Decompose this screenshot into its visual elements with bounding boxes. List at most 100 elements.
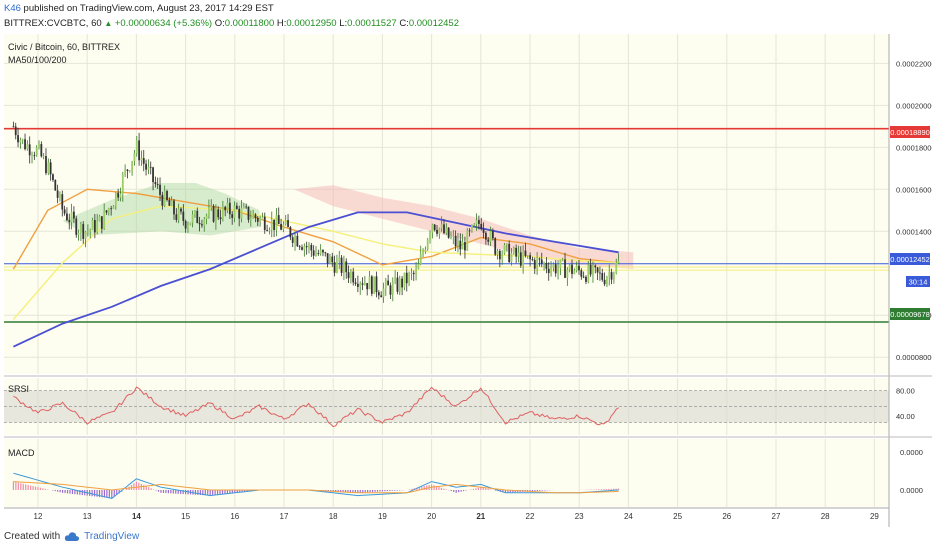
candle-body [536,258,538,269]
last-price-badge-text: 0.00012452 [890,255,930,264]
resistance-badge-text: 0.00018890 [890,128,930,137]
candle-body [219,217,222,220]
candle-body [505,243,508,245]
candle-body [438,228,441,234]
candle-body [615,263,618,273]
candle-body [296,235,299,247]
ma-legend: MA50/100/200 [8,55,67,65]
candle-body [38,144,40,148]
candle-body [142,158,145,164]
candle-body [19,139,22,143]
price-tick-label: 0.00014000 [896,227,932,236]
candle-body [284,220,287,225]
candle-body [468,230,471,232]
candle-body [161,194,164,206]
candle-body [440,224,443,229]
candle-body [24,139,26,150]
candle-body [433,224,436,230]
candle-body [361,283,364,285]
srsi-tick-label: 80.00 [896,387,915,396]
open-value: 0.00011800 [224,18,275,29]
candle-body [110,208,113,210]
author-link[interactable]: K46 [4,3,21,14]
candle-body [338,257,341,262]
candle-body [412,272,415,275]
candle-body [77,232,80,235]
candle-body [221,206,224,220]
candle-body [394,277,397,283]
candle-body [333,262,336,273]
countdown-badge-text: 30:14 [909,278,928,287]
candle-body [517,252,520,257]
candle-body [49,162,52,175]
candle-body [261,216,264,218]
candle-body [370,276,373,294]
candle-body [575,265,578,271]
candle-body [68,220,71,223]
candle-body [601,273,604,280]
candle-body [312,250,315,256]
tradingview-brand[interactable]: TradingView [84,531,140,542]
candle-body [587,264,590,282]
symbol-ohlc-line: BITTREX:CVCBTC, 60 ▲ +0.00000634 (+5.36%… [4,18,459,29]
candle-body [147,166,150,170]
candle-body [191,214,194,223]
candle-body [93,220,96,233]
candle-body [135,140,138,154]
candle-body [217,209,220,218]
time-tick-label: 12 [34,512,43,521]
candle-body [100,216,103,229]
candle-body [301,247,303,250]
candle-body [117,192,120,198]
candle-body [310,245,313,251]
candle-body [389,285,392,295]
candle-body [594,265,597,268]
candle-body [503,244,506,254]
candle-body [196,210,199,224]
candle-body [550,267,552,274]
horizontal-lines [4,127,889,323]
candle-body [452,235,455,237]
candle-body [322,249,324,253]
countdown-badge: 30:14 [906,276,930,287]
ichimoku-clouds [62,183,634,270]
candle-body [35,147,38,156]
candle-body [182,211,185,221]
candle-body [89,229,92,232]
candle-body [291,237,294,243]
candle-body [31,155,33,157]
srsi-tick-label: 40.00 [896,412,915,421]
candle-body [566,269,569,278]
candle-body [308,245,310,248]
candle-body [540,259,543,264]
candle-body [52,174,54,181]
candle-body [96,221,99,233]
candle-body [403,272,406,288]
candle-body [294,235,296,243]
candle-body [398,278,401,292]
candle-body [198,223,201,225]
candle-body [573,270,576,274]
candle-body [33,155,36,157]
macd-tick-label: 0.0000 [900,448,923,457]
candlesticks [12,121,620,303]
candle-body [482,229,485,233]
candle-body [275,215,278,230]
candle-body [208,207,210,216]
time-tick-label: 25 [673,512,682,521]
candle-body [508,243,511,263]
time-tick-label: 13 [83,512,92,521]
candle-body [529,255,532,260]
candle-body [12,126,15,128]
close-label: C: [399,18,409,29]
candle-body [145,163,147,170]
candle-body [277,215,280,224]
time-tick-label: 26 [722,512,731,521]
candle-body [466,230,469,251]
candle-body [545,263,548,269]
candle-body [56,190,59,198]
high-label: H: [276,18,287,29]
candle-body [496,250,499,255]
candle-body [324,252,327,254]
